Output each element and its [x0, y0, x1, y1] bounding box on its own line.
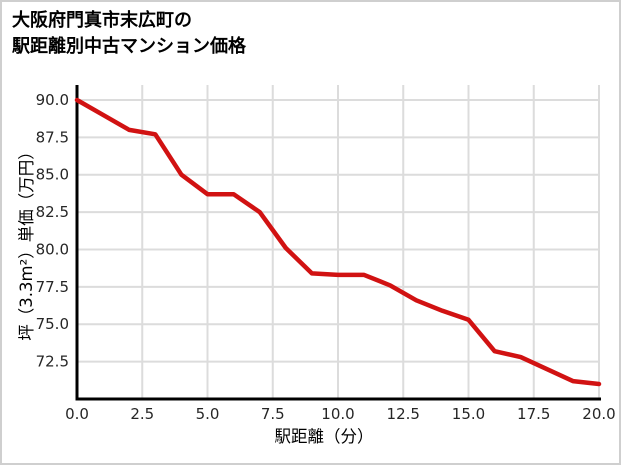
- chart-title-line1: 大阪府門真市末広町の: [12, 10, 192, 31]
- y-tick-label: 75.0: [36, 315, 69, 333]
- y-axis-label: 坪（3.3m²）単価（万円）: [17, 143, 36, 340]
- gridlines: [76, 85, 600, 399]
- x-axis-label: 駅距離（分）: [275, 427, 374, 446]
- x-tick-label: 12.5: [387, 405, 420, 423]
- y-tick-label: 87.5: [36, 128, 69, 146]
- price-line: [74, 97, 602, 387]
- x-tick-label: 15.0: [452, 405, 485, 423]
- x-tick-label: 10.0: [321, 405, 354, 423]
- x-tick-label: 5.0: [196, 405, 220, 423]
- x-tick-label: 0.0: [65, 405, 89, 423]
- x-tick-label: 20.0: [582, 405, 615, 423]
- x-tick-label: 2.5: [130, 405, 154, 423]
- y-tick-label: 85.0: [36, 166, 69, 184]
- x-tick-label: 7.5: [261, 405, 285, 423]
- y-tick-label: 72.5: [36, 353, 69, 371]
- y-tick-labels: 90.0 87.5 85.0 82.5 80.0 77.5 75.0 72.5: [36, 91, 69, 371]
- y-tick-label: 77.5: [36, 278, 69, 296]
- y-tick-label: 90.0: [36, 91, 69, 109]
- x-tick-labels: 0.0 2.5 5.0 7.5 10.0 12.5 15.0 17.5 20.0: [65, 405, 616, 423]
- chart-title: 大阪府門真市末広町の 駅距離別中古マンション価格: [12, 8, 246, 60]
- y-tick-label: 82.5: [36, 203, 69, 221]
- chart-title-line2: 駅距離別中古マンション価格: [12, 36, 246, 57]
- axes-spines: [75, 85, 601, 401]
- x-tick-label: 17.5: [517, 405, 550, 423]
- y-tick-label: 80.0: [36, 240, 69, 258]
